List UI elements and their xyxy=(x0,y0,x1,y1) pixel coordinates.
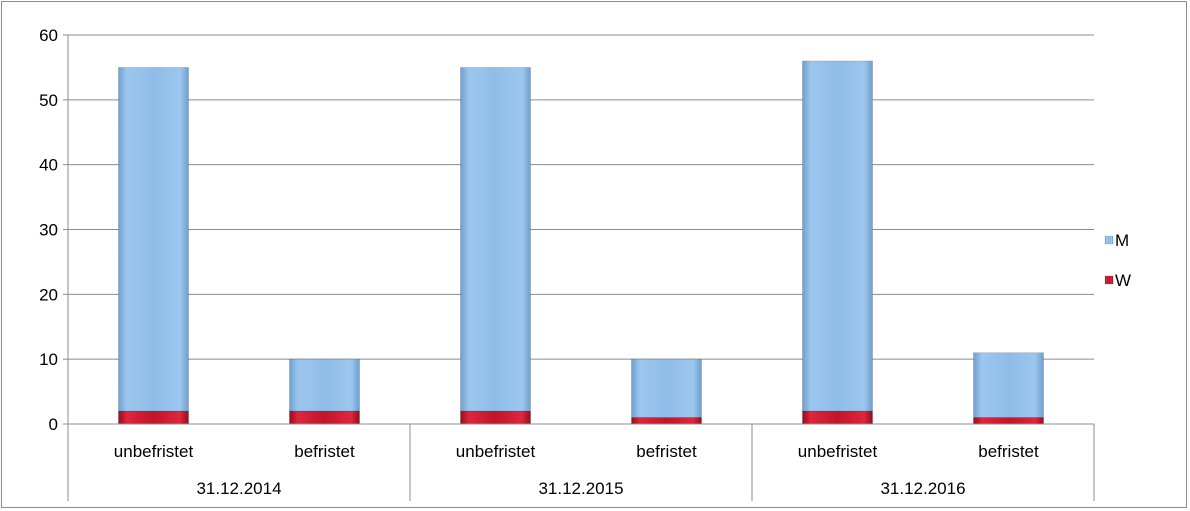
bar-w-1 xyxy=(289,410,360,425)
x-category-label: befristet xyxy=(294,442,355,461)
legend-label-w: W xyxy=(1115,271,1131,290)
bar-m-0 xyxy=(118,67,189,412)
y-tick-label: 50 xyxy=(39,91,58,110)
x-category-label: unbefristet xyxy=(798,442,878,461)
bar-w-0 xyxy=(118,410,189,425)
y-tick-label: 60 xyxy=(39,26,58,45)
bar-m-4 xyxy=(802,60,873,412)
bar-w-4 xyxy=(802,410,873,425)
bar-w-3 xyxy=(631,417,702,425)
x-category-label: unbefristet xyxy=(114,442,194,461)
x-group-label: 31.12.2014 xyxy=(196,479,281,498)
x-group-label: 31.12.2015 xyxy=(538,479,623,498)
x-category-label: befristet xyxy=(636,442,697,461)
y-tick-label: 20 xyxy=(39,285,58,304)
bar-m-1 xyxy=(289,358,360,412)
bar-w-2 xyxy=(460,410,531,425)
legend-swatch-m xyxy=(1104,235,1114,245)
x-category-label: befristet xyxy=(978,442,1039,461)
bar-m-5 xyxy=(973,352,1044,418)
legend-swatch-w xyxy=(1104,275,1114,285)
bar-w-5 xyxy=(973,417,1044,425)
y-tick-label: 40 xyxy=(39,156,58,175)
y-tick-label: 30 xyxy=(39,221,58,240)
legend-label-m: M xyxy=(1115,231,1129,250)
bar-m-2 xyxy=(460,67,531,412)
y-tick-label: 10 xyxy=(39,350,58,369)
x-group-label: 31.12.2016 xyxy=(880,479,965,498)
bar-m-3 xyxy=(631,358,702,418)
x-category-label: unbefristet xyxy=(456,442,536,461)
y-tick-label: 0 xyxy=(49,415,58,434)
